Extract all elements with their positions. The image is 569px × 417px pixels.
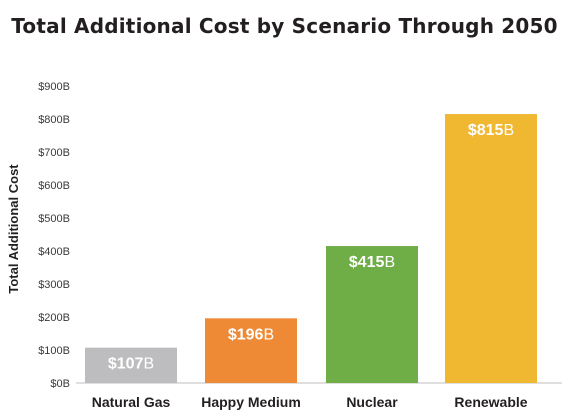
y-axis-label: Total Additional Cost (6, 164, 21, 294)
data-label-unit: B (143, 356, 154, 373)
y-tick-label: $200B (38, 312, 70, 324)
y-tick-label: $400B (38, 246, 70, 258)
y-tick-label: $800B (38, 114, 70, 126)
bar (326, 246, 418, 383)
x-tick-label: Happy Medium (201, 394, 301, 410)
bar (85, 347, 177, 383)
data-label: $107B (108, 356, 154, 373)
y-tick-label: $0B (50, 378, 70, 390)
bars: $107B$196B$415B$815B (85, 114, 537, 384)
bar (205, 318, 297, 383)
y-tick-label: $600B (38, 180, 70, 192)
data-label-unit: B (503, 122, 514, 139)
bar (445, 114, 537, 384)
x-axis-labels: Natural Gas Happy Medium Nuclear Renewable (92, 394, 528, 410)
y-tick-label: $500B (38, 213, 70, 225)
chart-title: Total Additional Cost by Scenario Throug… (11, 14, 558, 38)
y-tick-label: $900B (38, 81, 70, 93)
data-label-unit: B (263, 326, 274, 343)
data-label: $415B (349, 254, 395, 271)
y-tick-label: $100B (38, 345, 70, 357)
data-label-value: $815 (468, 122, 504, 139)
y-axis-ticks: $0B $100B $200B $300B $400B $500B $600B $700B $8… (38, 81, 70, 390)
x-tick-label: Nuclear (346, 394, 398, 410)
data-label-value: $196 (228, 326, 264, 343)
data-label-unit: B (384, 254, 395, 271)
x-tick-label: Natural Gas (92, 394, 171, 410)
y-tick-label: $300B (38, 279, 70, 291)
y-tick-label: $700B (38, 147, 70, 159)
data-label: $815B (468, 122, 514, 139)
x-tick-label: Renewable (454, 394, 527, 410)
data-label: $196B (228, 326, 274, 343)
data-label-value: $107 (108, 356, 144, 373)
data-label-value: $415 (349, 254, 385, 271)
